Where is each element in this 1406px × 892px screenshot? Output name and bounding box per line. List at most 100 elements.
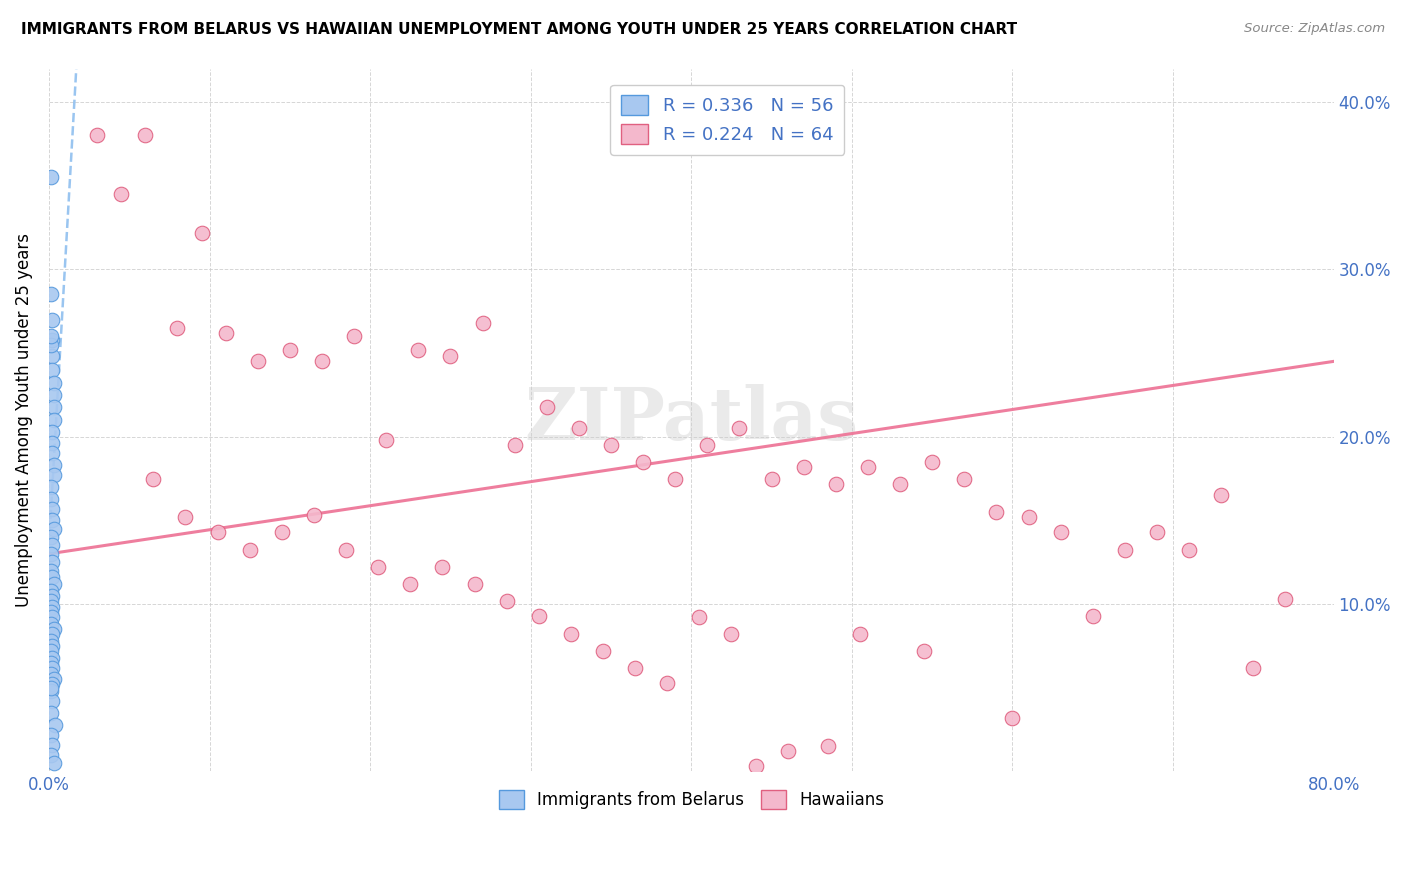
Point	[41, 425, 63, 439]
Point	[41, 677, 63, 691]
Point	[302, 508, 325, 523]
Point	[174, 510, 197, 524]
Point	[41, 363, 63, 377]
Point	[42, 413, 65, 427]
Point	[921, 455, 943, 469]
Point	[720, 627, 742, 641]
Point	[568, 421, 591, 435]
Point	[776, 744, 799, 758]
Point	[592, 644, 614, 658]
Point	[41, 694, 63, 708]
Point	[1146, 524, 1168, 539]
Point	[696, 438, 718, 452]
Point	[42, 756, 65, 770]
Point	[471, 316, 494, 330]
Point	[624, 660, 647, 674]
Point	[166, 321, 188, 335]
Point	[270, 524, 292, 539]
Point	[41, 555, 63, 569]
Point	[744, 759, 766, 773]
Point	[39, 170, 62, 185]
Point	[375, 433, 398, 447]
Point	[824, 476, 846, 491]
Y-axis label: Unemployment Among Youth under 25 years: Unemployment Among Youth under 25 years	[15, 233, 32, 607]
Point	[39, 617, 62, 632]
Point	[856, 459, 879, 474]
Point	[1114, 543, 1136, 558]
Point	[142, 471, 165, 485]
Point	[39, 583, 62, 598]
Point	[207, 524, 229, 539]
Point	[793, 459, 815, 474]
Point	[41, 570, 63, 584]
Point	[278, 343, 301, 357]
Point	[39, 480, 62, 494]
Point	[41, 539, 63, 553]
Point	[1001, 711, 1024, 725]
Point	[817, 739, 839, 754]
Point	[41, 333, 63, 347]
Point	[1211, 488, 1233, 502]
Point	[42, 622, 65, 636]
Point	[728, 421, 751, 435]
Point	[657, 675, 679, 690]
Point	[41, 600, 63, 615]
Point	[41, 350, 63, 364]
Point	[41, 501, 63, 516]
Point	[1018, 510, 1040, 524]
Point	[39, 633, 62, 648]
Point	[39, 656, 62, 670]
Point	[631, 455, 654, 469]
Point	[311, 354, 333, 368]
Point	[39, 287, 62, 301]
Point	[39, 547, 62, 561]
Point	[986, 505, 1008, 519]
Point	[953, 471, 976, 485]
Point	[39, 667, 62, 681]
Point	[463, 577, 485, 591]
Legend: Immigrants from Belarus, Hawaiians: Immigrants from Belarus, Hawaiians	[492, 784, 890, 816]
Point	[343, 329, 366, 343]
Point	[39, 681, 62, 695]
Point	[41, 610, 63, 624]
Point	[42, 376, 65, 391]
Point	[1081, 608, 1104, 623]
Point	[39, 747, 62, 762]
Point	[239, 543, 262, 558]
Point	[39, 728, 62, 742]
Point	[246, 354, 269, 368]
Text: IMMIGRANTS FROM BELARUS VS HAWAIIAN UNEMPLOYMENT AMONG YOUTH UNDER 25 YEARS CORR: IMMIGRANTS FROM BELARUS VS HAWAIIAN UNEM…	[21, 22, 1017, 37]
Point	[527, 608, 550, 623]
Text: Source: ZipAtlas.com: Source: ZipAtlas.com	[1244, 22, 1385, 36]
Point	[41, 627, 63, 641]
Point	[41, 639, 63, 653]
Point	[41, 436, 63, 450]
Point	[42, 468, 65, 483]
Point	[41, 738, 63, 752]
Point	[688, 610, 710, 624]
Point	[42, 388, 65, 402]
Point	[39, 684, 62, 698]
Point	[44, 717, 66, 731]
Point	[432, 560, 454, 574]
Point	[367, 560, 389, 574]
Point	[110, 187, 132, 202]
Point	[536, 400, 558, 414]
Point	[1178, 543, 1201, 558]
Point	[41, 446, 63, 460]
Point	[1049, 524, 1071, 539]
Point	[495, 593, 517, 607]
Point	[42, 458, 65, 472]
Point	[41, 660, 63, 674]
Point	[849, 627, 872, 641]
Point	[42, 522, 65, 536]
Point	[134, 128, 156, 143]
Point	[408, 343, 430, 357]
Point	[560, 627, 582, 641]
Point	[399, 577, 422, 591]
Text: ZIPatlas: ZIPatlas	[524, 384, 859, 456]
Point	[214, 326, 236, 340]
Point	[41, 650, 63, 665]
Point	[39, 593, 62, 607]
Point	[42, 577, 65, 591]
